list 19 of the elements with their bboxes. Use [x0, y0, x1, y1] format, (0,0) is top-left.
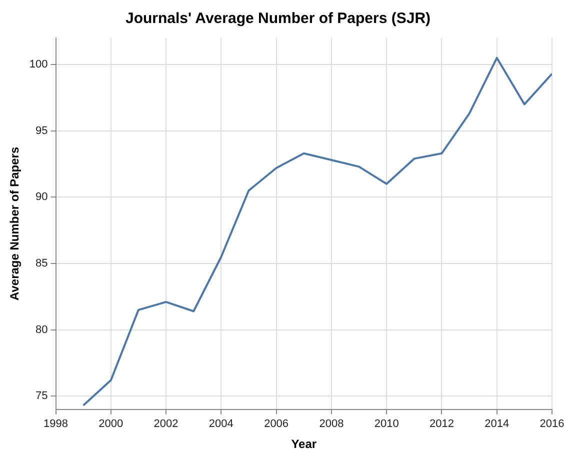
x-tick-label: 2002: [154, 418, 178, 430]
y-tick-label: 100: [29, 58, 48, 71]
x-tick-label: 2016: [540, 418, 564, 430]
x-tick-label: 2004: [208, 418, 234, 430]
x-tick-label: 2000: [98, 418, 124, 430]
x-tick-label: 2008: [319, 418, 344, 430]
chart-title: Journals' Average Number of Papers (SJR): [125, 10, 431, 28]
x-tick-label: 1998: [44, 418, 68, 430]
x-tick-label: 2014: [484, 418, 510, 430]
y-tick-label: 90: [36, 191, 48, 204]
x-axis-title: Year: [291, 437, 317, 452]
x-tick-label: 2010: [374, 418, 399, 430]
y-tick-label: 85: [36, 258, 48, 270]
y-axis-title: Average Number of Papers: [8, 146, 22, 301]
y-tick-label: 80: [36, 324, 48, 336]
x-tick-label: 2012: [429, 418, 454, 430]
y-tick-label: 95: [36, 124, 48, 137]
y-tick-label: 75: [36, 390, 48, 402]
x-tick-label: 2006: [264, 418, 289, 430]
